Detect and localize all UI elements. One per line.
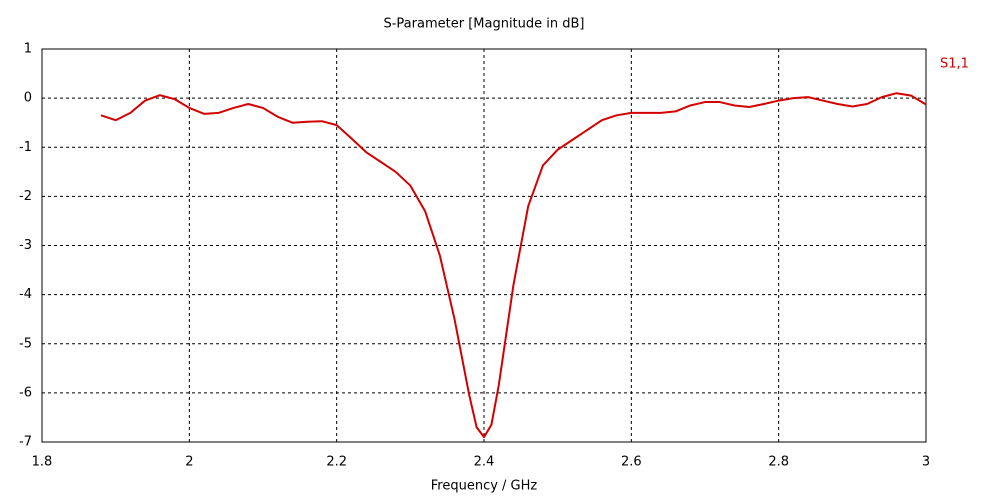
x-tick-label: 3	[922, 455, 930, 470]
x-axis-label: Frequency / GHz	[431, 479, 538, 494]
x-tick-label: 1.8	[32, 455, 53, 470]
y-tick-label: -2	[19, 189, 32, 204]
x-tick-label: 2.6	[621, 455, 642, 470]
x-tick-label: 2.2	[326, 455, 347, 470]
y-tick-label: -1	[19, 140, 32, 155]
y-tick-label: -4	[19, 287, 32, 302]
chart-title: S-Parameter [Magnitude in dB]	[383, 17, 584, 32]
x-tick-label: 2	[185, 455, 193, 470]
y-tick-label: -7	[19, 435, 32, 450]
x-tick-label: 2.8	[768, 455, 789, 470]
y-tick-label: 1	[24, 42, 32, 57]
legend-label: S1,1	[940, 57, 969, 72]
y-tick-label: -3	[19, 238, 32, 253]
y-tick-label: -6	[19, 385, 32, 400]
y-tick-label: 0	[24, 91, 32, 106]
data-line	[100, 92, 927, 439]
x-tick-label: 2.4	[474, 455, 495, 470]
y-tick-label: -5	[19, 336, 32, 351]
